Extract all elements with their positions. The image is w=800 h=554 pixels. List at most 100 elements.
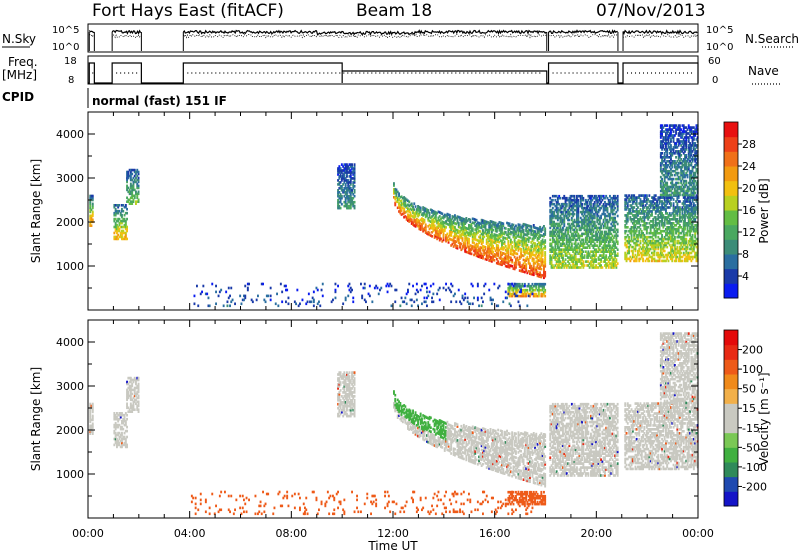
power-range-cell: [648, 210, 651, 213]
power-range-cell: [570, 206, 573, 210]
power-range-cell: [577, 242, 580, 246]
power-range-cell: [511, 260, 514, 264]
power-range-cell: [670, 257, 672, 261]
power-range-cell: [90, 208, 93, 212]
power-range-cell: [497, 248, 500, 251]
power-range-cell: [513, 228, 516, 231]
power-range-cell: [563, 196, 566, 200]
power-range-cell: [689, 156, 691, 159]
power-range-cell: [612, 258, 615, 261]
power-range-cell: [526, 284, 529, 288]
power-range-cell: [478, 221, 480, 225]
power-range-cell: [610, 202, 613, 206]
power-range-cell: [690, 187, 693, 191]
power-range-cell: [118, 229, 121, 233]
power-range-cell: [534, 234, 536, 237]
power-range-cell: [584, 250, 587, 253]
power-range-cell: [690, 208, 693, 211]
power-range-cell: [651, 245, 653, 249]
power-range-cell: [469, 250, 472, 253]
power-range-cell: [684, 179, 686, 183]
power-range-cell: [532, 249, 535, 253]
power-range-cell: [442, 220, 445, 224]
power-range-cell: [676, 171, 679, 175]
power-range-cell: [578, 194, 581, 198]
power-range-cell: [602, 226, 605, 230]
power-range-cell: [132, 168, 135, 172]
power-range-cell: [534, 292, 536, 296]
power-range-cell: [117, 211, 120, 215]
power-range-cell: [534, 232, 536, 235]
power-range-cell: [611, 246, 614, 249]
power-range-cell: [574, 232, 577, 236]
power-range-cell: [556, 226, 559, 230]
power-range-cell: [440, 237, 442, 241]
power-range-cell: [661, 185, 663, 189]
power-range-cell: [611, 204, 614, 208]
power-range-cell: [609, 218, 611, 222]
power-range-cell: [672, 255, 675, 259]
power-range-cell: [343, 187, 346, 190]
power-range-cell: [414, 219, 417, 222]
power-range-cell: [597, 214, 600, 218]
power-range-cell: [666, 196, 669, 199]
power-range-cell: [541, 292, 544, 296]
power-range-cell: [573, 264, 576, 267]
power-range-cell: [684, 191, 686, 195]
power-range-cell: [346, 163, 348, 166]
power-range-cell: [427, 217, 430, 220]
power-range-cell: [441, 226, 444, 229]
power-range-cell: [446, 222, 449, 226]
power-range-cell: [591, 214, 594, 218]
power-range-cell: [353, 167, 356, 170]
power-range-cell: [349, 165, 352, 168]
power-range-cell: [344, 169, 347, 172]
power-range-cell: [642, 257, 644, 261]
power-range-cell: [461, 233, 464, 236]
power-range-cell: [665, 218, 667, 221]
power-range-cell: [633, 241, 636, 245]
power-range-cell: [135, 192, 137, 196]
power-range-cell: [587, 228, 590, 232]
power-range-cell: [586, 254, 589, 257]
power-range-cell: [473, 237, 475, 241]
power-range-cell: [573, 248, 576, 251]
power-range-cell: [663, 189, 666, 193]
power-range-cell: [422, 220, 425, 223]
power-range-cell: [582, 264, 585, 267]
power-range-cell: [521, 230, 524, 234]
power-range-cell: [508, 222, 511, 226]
power-range-cell: [551, 240, 554, 244]
power-range-cell: [560, 228, 563, 232]
power-range-cell: [691, 200, 694, 203]
power-range-cell: [624, 214, 627, 217]
power-range-cell: [686, 167, 689, 171]
power-range-cell: [573, 202, 576, 206]
power-range-cell: [488, 245, 491, 248]
power-range-cell: [576, 234, 578, 238]
power-range-cell: [455, 244, 458, 247]
power-range-cell: [554, 224, 557, 228]
power-range-cell: [611, 198, 614, 202]
power-range-cell: [670, 196, 672, 199]
power-range-cell: [550, 258, 553, 261]
power-range-cell: [586, 218, 589, 222]
power-range-cell: [583, 202, 586, 206]
power-range-cell: [553, 212, 555, 216]
power-range-cell: [687, 148, 690, 151]
power-range-cell: [475, 242, 478, 246]
power-range-cell: [117, 227, 120, 231]
power-range-cell: [680, 208, 683, 211]
power-range-cell: [535, 284, 538, 288]
power-range-cell: [539, 257, 541, 261]
power-range-cell: [116, 225, 118, 229]
power-range-cell: [400, 213, 403, 216]
power-range-cell: [551, 210, 554, 214]
power-range-cell: [581, 212, 583, 216]
power-range-cell: [499, 225, 502, 229]
power-range-cell: [592, 216, 595, 220]
power-range-cell: [665, 212, 667, 215]
power-range-cell: [137, 176, 140, 180]
power-range-cell: [631, 251, 634, 255]
power-range-cell: [598, 264, 601, 267]
